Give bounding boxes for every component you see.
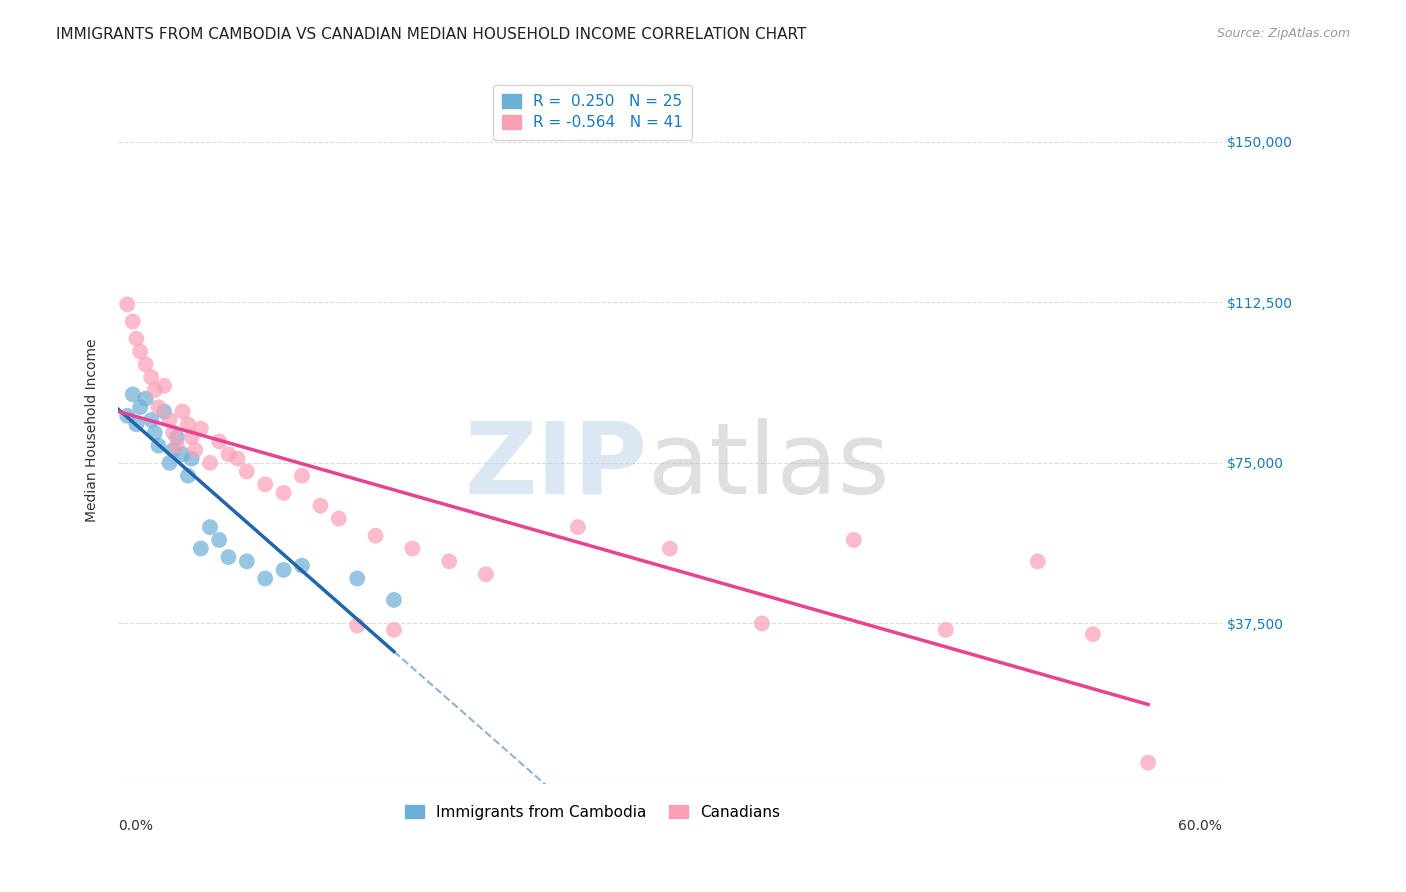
Point	[129, 400, 152, 414]
Point	[382, 593, 405, 607]
Point	[437, 554, 460, 568]
Text: ZIP: ZIP	[465, 417, 648, 515]
Point	[162, 425, 184, 440]
Text: IMMIGRANTS FROM CAMBODIA VS CANADIAN MEDIAN HOUSEHOLD INCOME CORRELATION CHART: IMMIGRANTS FROM CAMBODIA VS CANADIAN MED…	[56, 27, 807, 42]
Point	[364, 529, 387, 543]
Text: Source: ZipAtlas.com: Source: ZipAtlas.com	[1216, 27, 1350, 40]
Point	[751, 616, 773, 631]
Point	[180, 451, 202, 466]
Y-axis label: Median Household Income: Median Household Income	[86, 339, 100, 523]
Point	[162, 443, 184, 458]
Point	[346, 572, 368, 586]
Point	[172, 404, 194, 418]
Point	[1081, 627, 1104, 641]
Point	[159, 413, 181, 427]
Point	[401, 541, 423, 556]
Point	[153, 378, 176, 392]
Point	[135, 357, 157, 371]
Point	[291, 558, 314, 573]
Point	[226, 451, 249, 466]
Point	[208, 533, 231, 547]
Point	[117, 409, 139, 423]
Point	[309, 499, 332, 513]
Point	[135, 392, 157, 406]
Point	[935, 623, 957, 637]
Point	[172, 447, 194, 461]
Point	[190, 541, 212, 556]
Point	[177, 417, 200, 432]
Point	[658, 541, 681, 556]
Point	[382, 623, 405, 637]
Point	[153, 404, 176, 418]
Point	[148, 400, 170, 414]
Point	[166, 430, 188, 444]
Point	[236, 465, 259, 479]
Text: 60.0%: 60.0%	[1178, 820, 1222, 833]
Point	[180, 430, 202, 444]
Point	[129, 344, 152, 359]
Point	[141, 413, 163, 427]
Point	[148, 439, 170, 453]
Point	[328, 511, 350, 525]
Point	[184, 443, 207, 458]
Point	[143, 383, 166, 397]
Point	[159, 456, 181, 470]
Point	[121, 387, 143, 401]
Legend: Immigrants from Cambodia, Canadians: Immigrants from Cambodia, Canadians	[399, 798, 786, 826]
Point	[217, 550, 239, 565]
Point	[273, 563, 295, 577]
Text: 0.0%: 0.0%	[118, 820, 153, 833]
Point	[121, 314, 143, 328]
Point	[143, 425, 166, 440]
Point	[254, 572, 277, 586]
Point	[475, 567, 498, 582]
Point	[125, 332, 148, 346]
Point	[190, 422, 212, 436]
Point	[125, 417, 148, 432]
Point	[1026, 554, 1049, 568]
Point	[141, 370, 163, 384]
Point	[1137, 756, 1160, 770]
Point	[567, 520, 589, 534]
Point	[273, 486, 295, 500]
Point	[291, 468, 314, 483]
Point	[117, 297, 139, 311]
Point	[166, 439, 188, 453]
Point	[236, 554, 259, 568]
Point	[208, 434, 231, 449]
Point	[346, 618, 368, 632]
Point	[842, 533, 865, 547]
Point	[198, 456, 221, 470]
Point	[254, 477, 277, 491]
Text: atlas: atlas	[648, 417, 890, 515]
Point	[217, 447, 239, 461]
Point	[198, 520, 221, 534]
Point	[177, 468, 200, 483]
